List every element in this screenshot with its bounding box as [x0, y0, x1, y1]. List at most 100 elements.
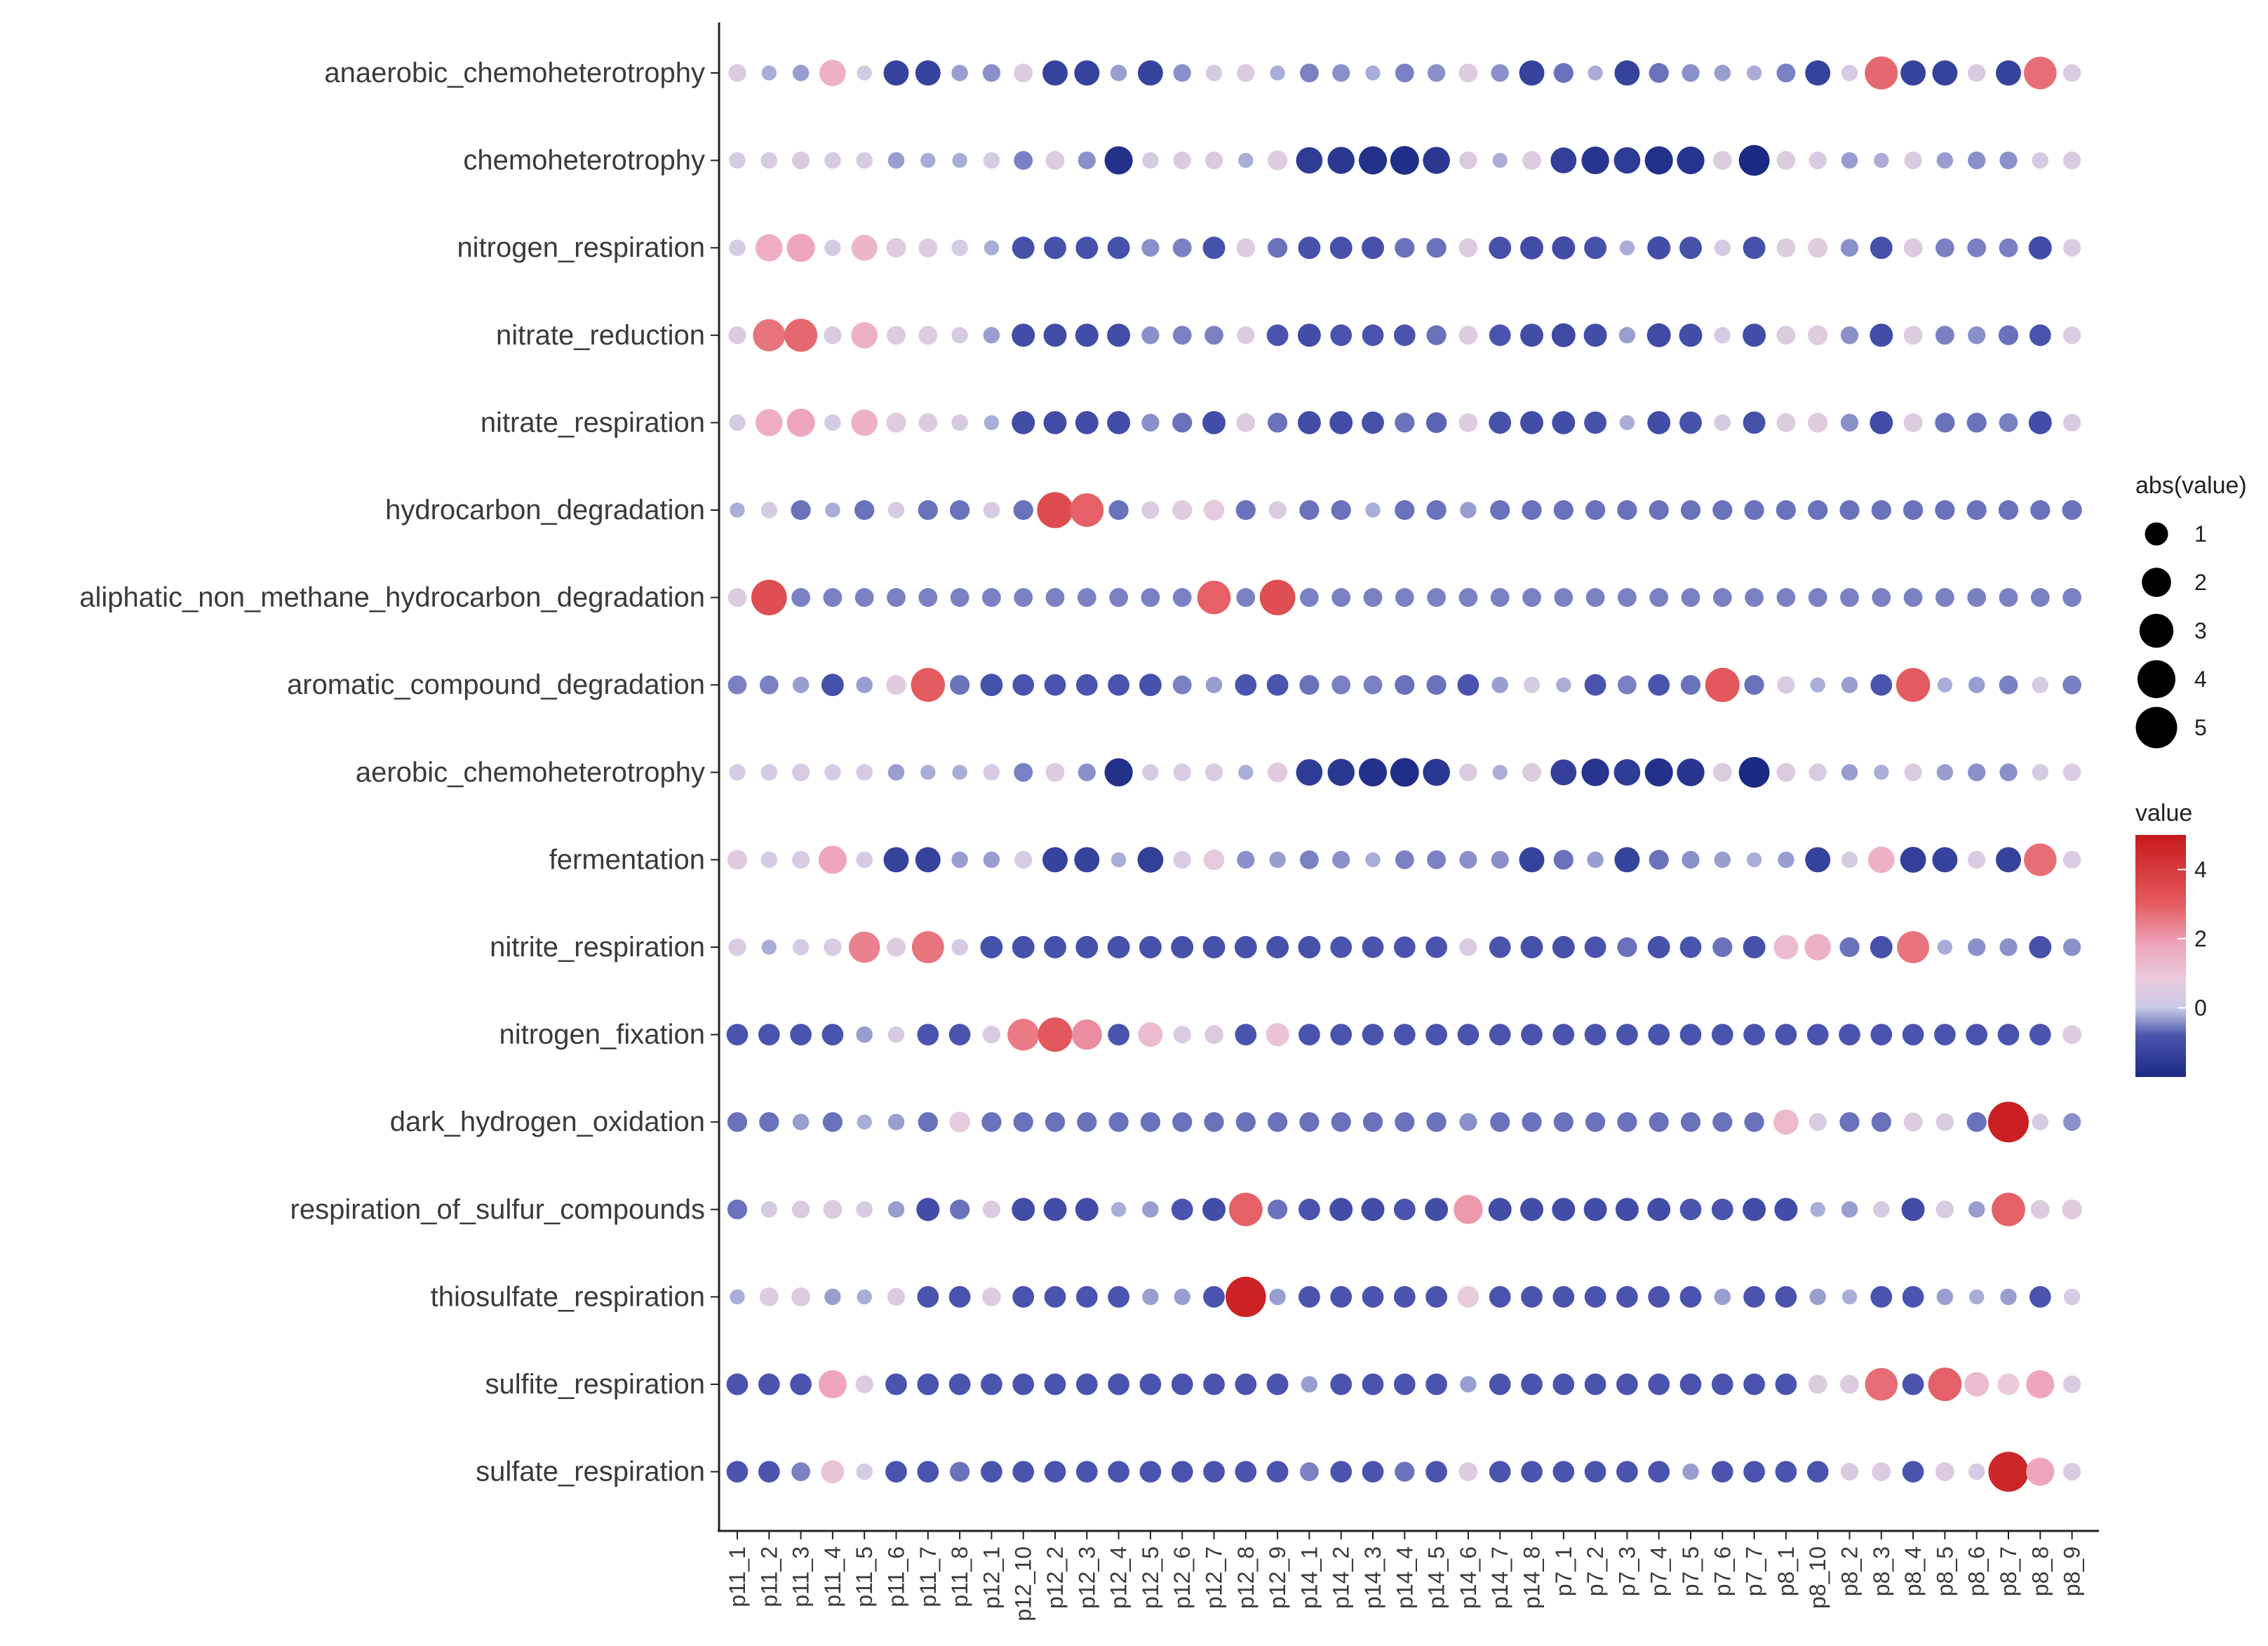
data-point [1427, 588, 1447, 608]
data-point [1045, 763, 1065, 782]
data-point [1362, 1461, 1384, 1483]
data-point [1738, 756, 1770, 788]
data-point [1588, 65, 1603, 81]
data-point [948, 1024, 971, 1045]
data-point [1491, 850, 1509, 869]
data-point [1108, 674, 1129, 696]
data-point [1205, 326, 1223, 345]
data-point [1679, 236, 1702, 260]
data-point [1873, 1201, 1890, 1218]
data-point [1743, 936, 1766, 958]
data-point [2062, 64, 2081, 82]
data-point [1644, 758, 1673, 787]
data-point [1458, 238, 1478, 257]
data-point [1649, 500, 1669, 521]
data-point [1966, 413, 1987, 433]
data-point [824, 1288, 841, 1306]
data-point [1714, 65, 1731, 81]
data-point [1585, 1112, 1606, 1132]
data-point [1776, 588, 1796, 608]
data-point [1584, 1286, 1606, 1308]
data-point [1329, 410, 1353, 434]
data-point [1139, 1461, 1162, 1483]
data-point [761, 939, 777, 955]
data-point [726, 1024, 749, 1045]
x-tick-label: p12_5 [1138, 1546, 1163, 1609]
data-point [1522, 763, 1541, 782]
data-point [1205, 1025, 1223, 1045]
data-point [854, 500, 875, 521]
data-point [1395, 238, 1415, 258]
data-point [1743, 236, 1766, 260]
y-tick-label: nitrogen_respiration [457, 232, 705, 263]
data-point [1075, 323, 1099, 347]
data-point [856, 1463, 873, 1480]
data-point [1903, 1112, 1923, 1132]
data-point [786, 408, 815, 437]
data-point [1299, 1286, 1320, 1308]
data-point [1139, 1373, 1162, 1396]
data-point [1457, 1024, 1479, 1045]
data-point [1519, 847, 1545, 873]
data-point [1329, 1198, 1353, 1222]
data-point [1267, 1199, 1288, 1219]
data-point [1423, 758, 1450, 787]
data-point [1268, 501, 1287, 519]
data-point [1743, 1198, 1766, 1222]
data-point [1712, 151, 1732, 170]
data-point [911, 668, 945, 702]
data-point [1583, 1198, 1607, 1222]
data-point [1299, 850, 1319, 869]
data-point [1107, 410, 1131, 434]
data-point [1425, 412, 1447, 434]
data-point [1110, 852, 1127, 868]
data-point [917, 1024, 939, 1045]
data-point [1935, 1462, 1954, 1482]
y-tick-label: sulfite_respiration [485, 1369, 706, 1400]
data-point [1968, 64, 1986, 82]
data-point [2032, 764, 2049, 781]
data-point [982, 1200, 1001, 1219]
data-point [917, 1461, 939, 1483]
x-tick-label: p11_4 [820, 1546, 845, 1607]
data-point [1840, 326, 1859, 344]
data-point [1554, 588, 1573, 608]
data-point [851, 409, 878, 436]
x-tick-label: p12_8 [1233, 1546, 1259, 1609]
data-point [1902, 1461, 1924, 1483]
data-point [2024, 843, 2057, 876]
data-point [1714, 851, 1731, 869]
color-legend-label: 0 [2194, 995, 2207, 1020]
data-point [1142, 1201, 1159, 1218]
data-point [1237, 326, 1255, 344]
data-point [1809, 763, 1827, 782]
data-point [1362, 1024, 1384, 1045]
data-point [1902, 1373, 1924, 1396]
y-tick-label: nitrogen_fixation [499, 1019, 705, 1050]
data-point [1458, 63, 1478, 83]
data-point [729, 414, 746, 431]
y-tick-label: respiration_of_sulfur_compounds [290, 1194, 705, 1225]
data-point [1522, 1112, 1542, 1132]
data-point [1711, 1198, 1733, 1221]
data-point [1682, 64, 1700, 82]
data-point [1935, 1113, 1954, 1131]
data-point [758, 1373, 780, 1396]
data-point [818, 1370, 847, 1399]
data-point [2028, 410, 2052, 434]
data-point [1711, 1461, 1733, 1483]
x-tick-label: p11_5 [852, 1546, 877, 1607]
data-point [887, 1113, 905, 1130]
data-point [1460, 1376, 1477, 1393]
data-point [1238, 152, 1254, 168]
data-point [1043, 410, 1067, 434]
data-point [1776, 326, 1796, 345]
data-point [1042, 847, 1068, 873]
data-point [760, 764, 778, 781]
data-point [1173, 1025, 1191, 1044]
data-point [1775, 1286, 1797, 1308]
data-point [2062, 239, 2081, 257]
data-point [1520, 323, 1543, 347]
data-point [1457, 674, 1479, 696]
data-point [727, 588, 747, 608]
